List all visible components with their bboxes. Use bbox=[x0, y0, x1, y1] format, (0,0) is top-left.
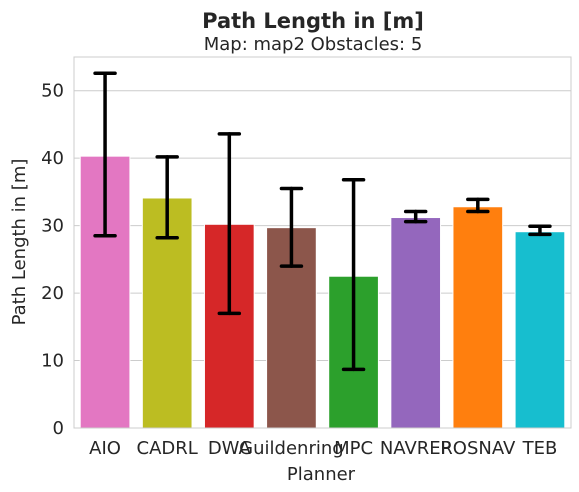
x-axis-label: Planner bbox=[287, 464, 356, 485]
x-tick-7: TEB bbox=[522, 438, 558, 459]
error-bar-3 bbox=[279, 186, 304, 268]
plot-frame bbox=[73, 56, 572, 429]
bar-6 bbox=[452, 206, 504, 429]
y-tick-2: 20 bbox=[41, 283, 64, 304]
error-bars bbox=[93, 71, 552, 372]
y-tick-5: 50 bbox=[41, 81, 64, 102]
error-bar-4 bbox=[341, 178, 366, 372]
x-tick-5: NAVREP bbox=[380, 438, 452, 459]
error-bar-1 bbox=[155, 155, 179, 240]
error-bar-2 bbox=[217, 132, 242, 316]
bar-7 bbox=[514, 231, 566, 429]
x-tick-3: Guildenring bbox=[239, 438, 344, 459]
y-axis-label: Path Length in [m] bbox=[9, 159, 30, 326]
chart-subtitle: Map: map2 Obstacles: 5 bbox=[204, 34, 423, 55]
error-bar-5 bbox=[403, 209, 428, 224]
x-tick-0: AIO bbox=[89, 438, 121, 459]
y-tick-labels: 0 10 20 30 40 50 bbox=[41, 81, 64, 439]
x-tick-6: ROSNAV bbox=[440, 438, 516, 459]
y-tick-1: 10 bbox=[41, 351, 64, 372]
error-bar-6 bbox=[466, 197, 490, 214]
chart-title: Path Length in [m] bbox=[202, 9, 424, 33]
y-tick-3: 30 bbox=[41, 216, 64, 237]
bar-5 bbox=[390, 217, 442, 429]
error-bar-0 bbox=[93, 71, 117, 238]
error-bar-7 bbox=[528, 224, 552, 237]
y-tick-4: 40 bbox=[41, 148, 64, 169]
y-tick-0: 0 bbox=[53, 418, 64, 439]
x-tick-1: CADRL bbox=[137, 438, 198, 459]
x-tick-4: MPC bbox=[334, 438, 373, 459]
x-tick-2: DWA bbox=[208, 438, 252, 459]
